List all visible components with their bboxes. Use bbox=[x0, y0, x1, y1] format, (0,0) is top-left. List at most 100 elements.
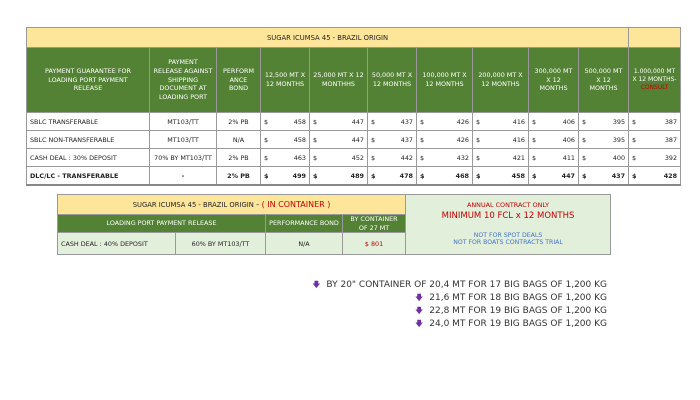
currency: $ bbox=[313, 153, 318, 162]
price: $ 801 bbox=[341, 232, 407, 256]
bond: N/A bbox=[216, 130, 261, 149]
currency: $ bbox=[371, 117, 376, 126]
bullet-text: 21,6 MT FOR 18 BIG BAGS OF 1,200 KG bbox=[429, 293, 607, 303]
price: 458 bbox=[293, 135, 306, 144]
column-header: 200,000 MT X 12 MONTHS bbox=[472, 47, 529, 113]
column-header: PAYMENT GUARANTEE FOR LOADING PORT PAYME… bbox=[26, 47, 150, 113]
price: 426 bbox=[456, 135, 469, 144]
price-cell: $411 bbox=[528, 148, 579, 167]
price: 437 bbox=[400, 117, 413, 126]
currency: $ bbox=[264, 153, 269, 162]
contract-panel: ANNUAL CONTRACT ONLY MINIMUM 10 FCL x 12… bbox=[405, 193, 612, 256]
price: 499 bbox=[292, 171, 306, 180]
column-header: 12,500 MT X 12 MONTHS bbox=[260, 47, 310, 113]
currency: $ bbox=[420, 171, 425, 180]
price: 406 bbox=[562, 117, 575, 126]
bullet-text: BY 20" CONTAINER OF 20,4 MT FOR 17 BIG B… bbox=[326, 280, 607, 290]
table-row: SBLC NON-TRANSFERABLE MT103/TT N/A $458 $447… bbox=[26, 130, 682, 149]
bond: N/A bbox=[265, 232, 343, 256]
currency: $ bbox=[532, 153, 537, 162]
price: 411 bbox=[562, 153, 575, 162]
header-release: LOADING PORT PAYMENT RELEASE bbox=[57, 213, 266, 234]
price-cell: $437 bbox=[577, 166, 630, 186]
price: 437 bbox=[611, 171, 626, 180]
bullet-item: 🡇 21,6 MT FOR 18 BIG BAGS OF 1,200 KG bbox=[415, 292, 607, 306]
currency: $ bbox=[476, 171, 481, 180]
currency: $ bbox=[582, 171, 587, 180]
arrow-down-icon: 🡇 bbox=[415, 306, 424, 315]
price-cell: $478 bbox=[367, 166, 417, 186]
currency: $ bbox=[313, 135, 318, 144]
price-cell: $447 bbox=[528, 166, 579, 186]
price-cell: $499 bbox=[260, 166, 310, 186]
currency: $ bbox=[371, 135, 376, 144]
price-cell: $442 bbox=[367, 148, 417, 167]
header-price: BY CONTAINER OF 27 MT bbox=[341, 213, 407, 234]
currency: $ bbox=[532, 135, 537, 144]
price: 426 bbox=[456, 117, 469, 126]
price: 442 bbox=[400, 153, 413, 162]
currency: $ bbox=[371, 153, 376, 162]
column-header: 300,000 MT X 12 MONTHS bbox=[528, 47, 579, 113]
price-cell: $387 bbox=[628, 112, 682, 131]
price-cell: $395 bbox=[577, 112, 630, 131]
header-text: 1.000,000 MT X 12 MONTHS- bbox=[632, 67, 677, 83]
column-header: 500,000 MT X 12 MONTHS bbox=[577, 47, 630, 113]
price-cell: $458 bbox=[472, 166, 529, 186]
price: 447 bbox=[351, 117, 364, 126]
price-cell: $426 bbox=[416, 112, 473, 131]
column-header: 50,000 MT X 12 MONTHS bbox=[367, 47, 417, 113]
currency: $ bbox=[476, 117, 481, 126]
bullet-text: 22,8 MT FOR 19 BIG BAGS OF 1,200 KG bbox=[429, 306, 607, 316]
table-row: DLC/LC - TRANSFERABLE -2% PB $499 $489 $478 $… bbox=[26, 166, 682, 186]
price: 406 bbox=[562, 135, 575, 144]
bullet-text: 24,0 MT FOR 19 BIG BAGS OF 1,200 KG bbox=[429, 319, 607, 329]
currency: $ bbox=[476, 135, 481, 144]
column-header: 25,000 MT X 12 MONTHHS bbox=[309, 47, 368, 113]
price-cell: $458 bbox=[260, 112, 310, 131]
price: 478 bbox=[399, 171, 413, 180]
price-cell: $437 bbox=[367, 112, 417, 131]
guarantee: DLC/LC - TRANSFERABLE bbox=[26, 166, 150, 186]
currency: $ bbox=[313, 117, 318, 126]
price: 387 bbox=[664, 135, 678, 144]
price-cell: $400 bbox=[577, 148, 630, 167]
price-cell: $437 bbox=[367, 130, 417, 149]
price-cell: $421 bbox=[472, 148, 529, 167]
price: 421 bbox=[512, 153, 525, 162]
column-header: PERFORM ANCE BOND bbox=[216, 47, 261, 113]
price-cell: $447 bbox=[309, 130, 368, 149]
price-cell: $416 bbox=[472, 130, 529, 149]
release: MT103/TT bbox=[149, 130, 217, 149]
price-cell: $432 bbox=[416, 148, 473, 167]
currency: $ bbox=[313, 171, 318, 180]
bond: 2% PB bbox=[216, 112, 261, 131]
table-row: SBLC TRANSFERABLE MT103/TT 2% PB $458 $447 $4… bbox=[26, 112, 682, 131]
currency: $ bbox=[420, 153, 425, 162]
price-cell: $489 bbox=[309, 166, 368, 186]
currency: $ bbox=[632, 171, 637, 180]
bullet-item: 🡇 BY 20" CONTAINER OF 20,4 MT FOR 17 BIG … bbox=[312, 279, 607, 293]
arrow-down-icon: 🡇 bbox=[312, 280, 321, 289]
price: 468 bbox=[455, 171, 469, 180]
container-title: SUGAR ICUMSA 45 - BRAZIL ORIGIN – ( IN C… bbox=[56, 194, 407, 215]
price-cell: $387 bbox=[628, 130, 682, 149]
currency: $ bbox=[264, 171, 269, 180]
price-cell: $392 bbox=[628, 148, 682, 167]
header-bond: PERFORMANCE BOND bbox=[265, 213, 343, 234]
price: 416 bbox=[512, 135, 525, 144]
release: 70% BY MT103/TT bbox=[149, 148, 217, 167]
price: 387 bbox=[664, 117, 678, 126]
column-header: 100,000 MT X 12 MONTHS bbox=[416, 47, 473, 113]
currency: $ bbox=[476, 153, 481, 162]
price-cell: $426 bbox=[416, 130, 473, 149]
release: 60% BY MT103/TT bbox=[175, 232, 266, 256]
bond: 2% PB bbox=[216, 166, 261, 186]
bullet-item: 🡇 22,8 MT FOR 19 BIG BAGS OF 1,200 KG bbox=[415, 305, 607, 319]
guarantee: SBLC TRANSFERABLE bbox=[26, 112, 150, 131]
price-cell: $452 bbox=[309, 148, 368, 167]
price: 452 bbox=[351, 153, 364, 162]
bond: 2% PB bbox=[216, 148, 261, 167]
currency: $ bbox=[582, 117, 587, 126]
bullet-item: 🡇 24,0 MT FOR 19 BIG BAGS OF 1,200 KG bbox=[415, 318, 607, 332]
